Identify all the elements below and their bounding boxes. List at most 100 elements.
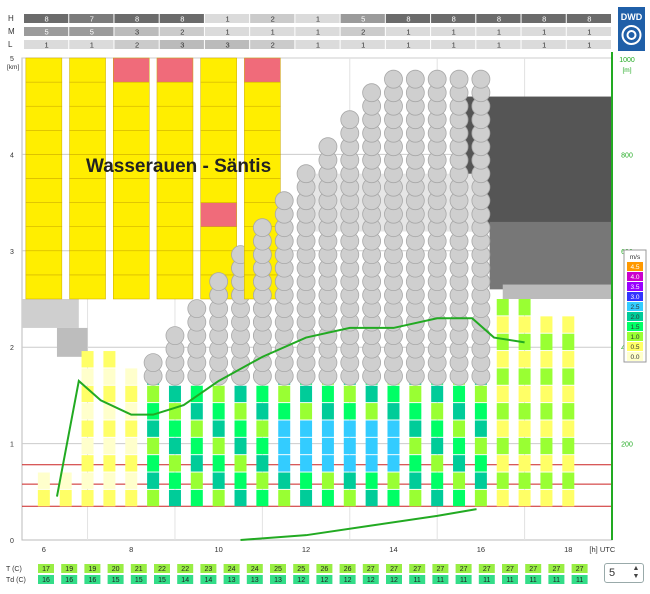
wind-speed-cell	[37, 472, 50, 489]
wind-speed-cell	[562, 420, 575, 437]
cloud-bar-cell	[566, 14, 611, 23]
cloud-bar-cell	[521, 40, 566, 49]
temp-value: 17	[42, 566, 50, 573]
wind-speed-cell	[212, 455, 225, 472]
stepper-arrows-icon[interactable]: ▲ ▼	[632, 565, 640, 580]
dewpoint-cell	[61, 575, 78, 584]
wind-speed-cell	[518, 316, 531, 333]
wind-speed-cell	[81, 368, 94, 385]
cloud-bar-value: 8	[497, 15, 501, 24]
wind-speed-cell	[300, 472, 313, 489]
wind-speed-cell	[365, 455, 378, 472]
cloud-region	[502, 284, 612, 299]
wind-speed-cell	[518, 299, 531, 316]
cloud-layer-cell	[69, 81, 106, 107]
cloud-row-label-m: M	[8, 27, 15, 36]
legend-label: 1.5	[630, 324, 639, 331]
wind-speed-cell	[300, 385, 313, 403]
wind-speed-cell	[562, 333, 575, 351]
dwd-logo: DWD	[618, 7, 645, 51]
wind-speed-cell	[496, 489, 509, 507]
wind-speed-cell	[278, 403, 291, 420]
wind-speed-cell	[496, 403, 509, 420]
wind-speed-cell	[365, 403, 378, 420]
x-axis-tick: 6	[42, 545, 46, 554]
legend-label: 0.5	[630, 344, 639, 351]
cloud-layer-cell	[113, 250, 150, 276]
left-axis-tick: 2	[10, 345, 14, 352]
cloud-bar-cell	[204, 27, 250, 36]
wind-speed-cell	[278, 489, 291, 507]
cloud-layer-cell	[200, 105, 237, 131]
wind-speed-cell	[103, 403, 116, 420]
legend-label: 3.0	[630, 294, 639, 301]
wind-speed-cell	[409, 455, 422, 472]
wind-speed-cell	[81, 403, 94, 420]
wind-speed-cell	[59, 489, 72, 507]
dewpoint-cell	[525, 575, 542, 584]
temp-value: 27	[367, 566, 375, 573]
wind-speed-cell	[147, 403, 160, 420]
wind-speed-cell	[453, 385, 466, 403]
wind-speed-cell	[103, 472, 116, 489]
dewpoint-cell	[107, 575, 124, 584]
cloud-bar-value: 8	[406, 15, 410, 24]
cloud-layer-cell	[25, 57, 63, 83]
wind-speed-cell	[59, 472, 72, 489]
dewpoint-cell	[432, 575, 449, 584]
legend-label: 2.5	[630, 304, 639, 311]
cloud-bar-cell	[295, 14, 340, 23]
dewpoint-value: 11	[530, 577, 537, 584]
wind-speed-cell	[562, 455, 575, 472]
temp-cell	[246, 564, 263, 573]
temp-cell	[571, 564, 588, 573]
cloud-bar-cell	[204, 14, 250, 23]
cloud-bar-cell	[69, 14, 114, 23]
dewpoint-value: 11	[437, 577, 444, 584]
cloud-region	[22, 299, 79, 328]
cloud-layer-cell	[113, 57, 150, 83]
wind-speed-cell	[453, 455, 466, 472]
wind-speed-cell	[103, 489, 116, 507]
cloud-layer-cell	[200, 130, 237, 155]
legend-title: m/s	[630, 254, 641, 261]
wind-speed-cell	[431, 455, 444, 472]
temp-value: 24	[228, 566, 236, 573]
wind-speed-cell	[234, 437, 247, 455]
cloud-bar-cell	[159, 40, 204, 49]
dewpoint-value: 11	[553, 577, 560, 584]
wind-speed-cell	[125, 489, 138, 507]
wind-speed-cell	[387, 437, 400, 455]
wind-speed-cell	[190, 455, 203, 472]
cloud-layer-cell	[113, 226, 150, 252]
wind-speed-cell	[562, 351, 575, 368]
cloud-layer-cell	[156, 105, 194, 131]
wind-speed-cell	[321, 455, 334, 472]
wind-speed-cell	[343, 420, 356, 437]
wind-speed-cell	[365, 472, 378, 489]
step-stepper[interactable]: 5 ▲ ▼	[604, 563, 644, 583]
wind-speed-cell	[540, 420, 553, 437]
dewpoint-cell	[246, 575, 263, 584]
cloud-layer-cell	[113, 178, 150, 203]
temp-value: 25	[297, 566, 305, 573]
dewpoint-value: 15	[135, 577, 143, 584]
cloud-layer-cell	[244, 105, 281, 131]
cloud-bar-cell	[159, 27, 204, 36]
dewpoint-value: 12	[367, 577, 375, 584]
cloud-layer-cell	[25, 274, 63, 300]
dewpoint-value: 11	[460, 577, 467, 584]
wind-speed-cell	[321, 385, 334, 403]
temp-cell	[177, 564, 194, 573]
wind-speed-cell	[365, 437, 378, 455]
cloud-layer-cell	[69, 202, 106, 227]
stepper-value: 5	[609, 567, 616, 579]
wind-speed-cell	[518, 437, 531, 455]
cloud-bar-cell	[24, 40, 69, 49]
wind-speed-cell	[168, 472, 181, 489]
cumulus-cell	[274, 191, 294, 211]
temp-cell	[84, 564, 101, 573]
wind-speed-cell	[234, 420, 247, 437]
wind-speed-cell	[409, 403, 422, 420]
